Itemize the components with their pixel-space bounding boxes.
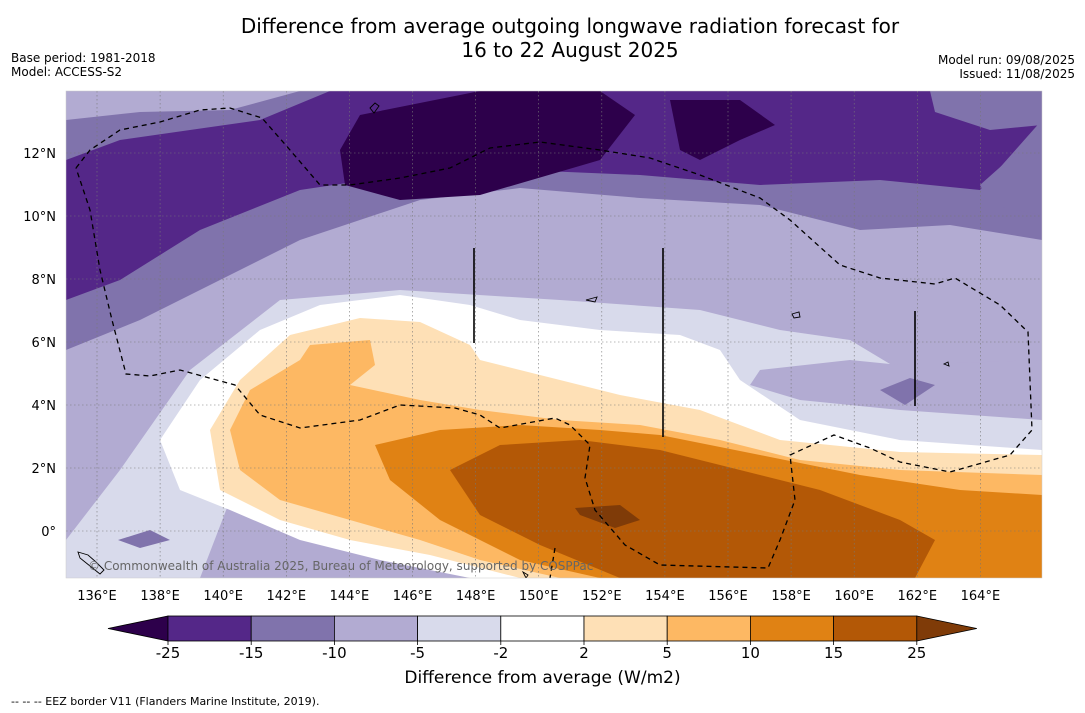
colorbar-segment bbox=[666, 615, 751, 642]
title-line-2: 16 to 22 August 2025 bbox=[461, 38, 679, 62]
latitude-labels: 12°N 10°N 8°N 6°N 4°N 2°N 0° bbox=[23, 147, 56, 540]
colorbar-tick-label: 2 bbox=[579, 644, 589, 662]
colorbar-label: Difference from average (W/m2) bbox=[404, 668, 681, 688]
island bbox=[585, 296, 598, 303]
island bbox=[369, 102, 380, 114]
title-line-1: Difference from average outgoing longwav… bbox=[240, 14, 900, 38]
band-ne-minus15 bbox=[930, 91, 1042, 130]
eez-border-path bbox=[75, 107, 1033, 569]
lat-tick-label: 4°N bbox=[32, 399, 57, 414]
island bbox=[521, 570, 529, 578]
run-info: Model run: 09/08/2025 Issued: 11/08/2025 bbox=[938, 53, 1075, 81]
lon-tick-label: 142°E bbox=[267, 589, 307, 604]
island bbox=[791, 311, 801, 319]
lat-tick-label: 0° bbox=[41, 525, 56, 540]
colorbar-ticks: -25 -15 -10 -5 -2 2 5 10 15 25 bbox=[156, 641, 926, 662]
colorbar-tick-label: -5 bbox=[410, 644, 425, 662]
lon-tick-label: 144°E bbox=[330, 589, 370, 604]
band-ne-minus15b bbox=[980, 130, 1042, 215]
islands bbox=[77, 102, 950, 578]
lon-tick-label: 156°E bbox=[708, 589, 748, 604]
band-plus15-plus25 bbox=[450, 440, 935, 578]
lon-tick-label: 160°E bbox=[834, 589, 874, 604]
lon-tick-label: 150°E bbox=[519, 589, 559, 604]
island bbox=[77, 551, 105, 575]
colorbar-tick-label: 25 bbox=[907, 644, 926, 662]
lon-tick-label: 152°E bbox=[582, 589, 622, 604]
band-below-minus25-east bbox=[670, 100, 775, 160]
eez-border bbox=[75, 107, 1033, 578]
colorbar-tick-label: -2 bbox=[493, 644, 508, 662]
colorbar-segment bbox=[250, 615, 335, 642]
lat-tick-label: 10°N bbox=[23, 210, 56, 225]
band-east-minus15 bbox=[880, 378, 935, 405]
colorbar-min-arrow bbox=[107, 615, 169, 642]
colorbar-segment bbox=[333, 615, 418, 642]
model-run: Model run: 09/08/2025 bbox=[937, 53, 1075, 67]
map-plot-area: © Commonwealth of Australia 2025, Bureau… bbox=[66, 91, 1042, 578]
eez-boundary-lines bbox=[473, 248, 916, 437]
base-period: Base period: 1981-2018 bbox=[11, 51, 156, 65]
lon-tick-label: 164°E bbox=[961, 589, 1001, 604]
colorbar-tick-label: -15 bbox=[239, 644, 264, 662]
island bbox=[942, 361, 950, 367]
band-nw-minus10 bbox=[66, 91, 300, 120]
map-title: Difference from average outgoing longwav… bbox=[120, 14, 1020, 62]
colorbar-tick-label: -10 bbox=[322, 644, 347, 662]
lon-tick-label: 148°E bbox=[456, 589, 496, 604]
lat-tick-label: 2°N bbox=[32, 462, 57, 477]
model-info: Base period: 1981-2018 Model: ACCESS-S2 bbox=[11, 51, 156, 79]
colorbar bbox=[107, 615, 977, 642]
colorbar-max-arrow bbox=[916, 615, 977, 642]
colorbar-tick-label: 10 bbox=[741, 644, 760, 662]
colorbar-segment bbox=[417, 615, 502, 642]
band-sw-minus15 bbox=[118, 530, 170, 548]
band-below-minus25 bbox=[340, 91, 635, 200]
lon-tick-label: 140°E bbox=[203, 589, 243, 604]
map-gridlines bbox=[66, 91, 1042, 578]
colorbar-segment bbox=[750, 615, 835, 642]
model-name: Model: ACCESS-S2 bbox=[11, 65, 123, 79]
colorbar-segment bbox=[583, 615, 668, 642]
colorbar-tick-label: 5 bbox=[662, 644, 672, 662]
lon-tick-label: 162°E bbox=[898, 589, 938, 604]
colorbar-segment bbox=[500, 615, 585, 642]
lat-tick-label: 8°N bbox=[32, 273, 57, 288]
band-above-plus25 bbox=[575, 505, 640, 528]
lat-tick-label: 6°N bbox=[32, 336, 57, 351]
lat-tick-label: 12°N bbox=[23, 147, 56, 162]
copyright-text: © Commonwealth of Australia 2025, Bureau… bbox=[88, 559, 593, 573]
lon-tick-label: 154°E bbox=[645, 589, 685, 604]
lon-tick-label: 138°E bbox=[140, 589, 180, 604]
lon-tick-label: 146°E bbox=[393, 589, 433, 604]
issued-date: Issued: 11/08/2025 bbox=[959, 67, 1075, 81]
eez-legend: -- -- -- EEZ border V11 (Flanders Marine… bbox=[11, 695, 320, 708]
plot-frame bbox=[65, 90, 1043, 579]
longitude-labels: 136°E 138°E 140°E 142°E 144°E 146°E 148°E 150°E… bbox=[77, 589, 1000, 604]
colorbar-segment bbox=[167, 615, 252, 642]
colorbar-tick-label: -25 bbox=[156, 644, 181, 662]
colorbar-tick-label: 15 bbox=[824, 644, 843, 662]
band-minus25-minus15 bbox=[66, 91, 1042, 300]
lon-tick-label: 136°E bbox=[77, 589, 117, 604]
lon-tick-label: 158°E bbox=[771, 589, 811, 604]
colorbar-segment bbox=[833, 615, 918, 642]
